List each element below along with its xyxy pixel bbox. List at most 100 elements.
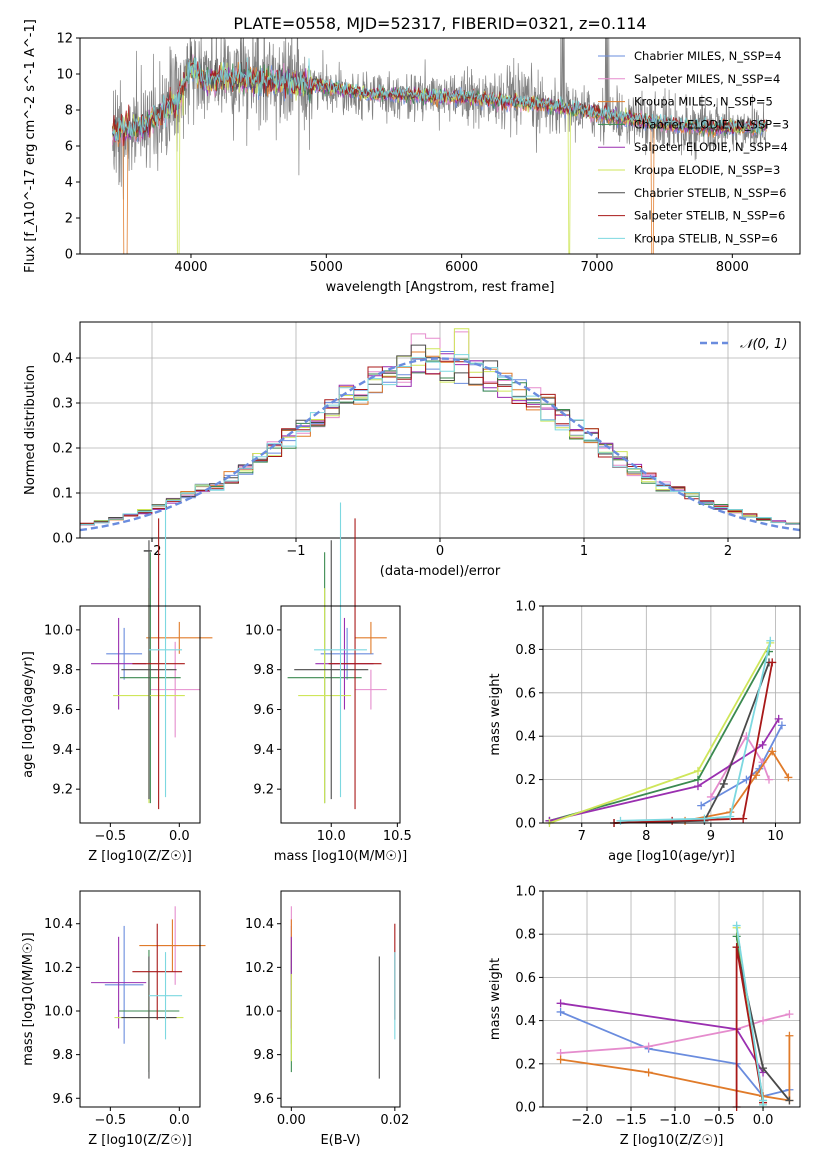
legend-label: Salpeter MILES, N_SSP=4	[634, 72, 780, 86]
mass_vs_z-ytick-label: 10.4	[44, 917, 73, 932]
weight_vs_age-axes: 7 8 9 10 0.0 0.2 0.4 0.6 0.8 1.0 age [log10(age/yr…	[488, 600, 801, 864]
weight_vs_z-ytick-label: 0.4	[515, 1014, 536, 1029]
mass_vs_z-ytick-label: 9.6	[52, 1092, 73, 1107]
weight_vs_age-ytick-label: 0.0	[515, 817, 536, 832]
age_vs_z-ytick-label: 9.8	[52, 663, 73, 678]
age_vs_mass-ytick-label: 10.0	[245, 623, 274, 638]
mass_vs_ebv-xtick-label: 0.00	[277, 1113, 306, 1128]
spectrum-xtick-label: 6000	[445, 260, 478, 275]
age_vs_mass-xtick-label: 10.5	[383, 829, 412, 844]
weight-marker	[732, 921, 741, 930]
weight-line	[560, 1002, 764, 1073]
weight_vs_age-grid	[543, 605, 800, 824]
residuals-ytick-label: 0.4	[52, 352, 73, 367]
age_vs_z-axes: −0.5 0.0 9.2 9.4 9.6 9.8 10.0 Z [log10(Z/Z☉)] ag…	[21, 605, 201, 864]
spectrum-xtick-label: 8000	[716, 260, 749, 275]
mass_vs_ebv-ytick-label: 10.4	[245, 917, 274, 932]
spectrum-xlabel: wavelength [Angstrom, rest frame]	[326, 280, 555, 295]
legend-label: Chabrier ELODIE, N_SSP=3	[634, 117, 789, 131]
weight_vs_age-ytick-label: 1.0	[515, 600, 536, 615]
age_vs_z-ytick-label: 9.6	[52, 703, 73, 718]
weight-marker	[739, 814, 748, 823]
legend-label: Chabrier MILES, N_SSP=4	[634, 49, 781, 63]
spectrum-plot: 4000 5000 6000 7000 8000 0 2 4 6 8 10 12 wavelength …	[23, 19, 801, 295]
age-vs-metallicity-plot: −0.5 0.0 9.2 9.4 9.6 9.8 10.0 Z [log10(Z/Z☉)] ag…	[21, 502, 213, 864]
residual-legend: 𝒩(0, 1)	[700, 337, 787, 352]
weight-marker	[768, 658, 777, 667]
weight_vs_age-ytick-label: 0.6	[515, 686, 536, 701]
mass_vs_ebv-xlabel: E(B-V)	[320, 1133, 360, 1148]
mass_vs_ebv-frame	[280, 890, 401, 1108]
weight-line	[700, 724, 783, 807]
weight-marker	[759, 1064, 768, 1073]
weight_vs_z-ytick-label: 0.0	[515, 1101, 536, 1116]
weight-marker	[758, 740, 767, 749]
weight_vs_age-ytick-label: 0.8	[515, 643, 536, 658]
weight-marker	[644, 1042, 653, 1051]
age_vs_z-ylabel: age [log10(age/yr)]	[21, 651, 36, 778]
weight-marker	[768, 747, 777, 756]
spectrum-data	[112, 38, 767, 254]
residuals-ytick-label: 0.0	[52, 532, 73, 547]
weight-marker	[759, 1016, 768, 1025]
weight-marker	[752, 771, 761, 780]
weight_vs_age-data	[545, 636, 793, 827]
age_vs_z-xtick-label: −0.5	[95, 829, 127, 844]
weight-marker	[785, 1010, 794, 1019]
weight-marker	[693, 782, 702, 791]
residual-histogram-step	[79, 354, 800, 538]
mass-vs-reddening-plot: 0.00 0.02 9.6 9.8 10.0 10.2 10.4 E(B-V)	[245, 890, 409, 1148]
residuals-xtick-label: 1	[580, 544, 588, 559]
spectrum-lines	[112, 38, 767, 254]
age_vs_z-ytick-label: 9.4	[52, 743, 73, 758]
weight-line	[549, 718, 780, 822]
weight-marker	[556, 1055, 565, 1064]
spectrum-ytick-label: 10	[56, 68, 73, 83]
mass_vs_ebv-ytick-label: 10.0	[245, 1005, 274, 1020]
weight_vs_age-frame	[542, 605, 801, 824]
residuals-ytick-label: 0.1	[52, 487, 73, 502]
weight-marker	[668, 816, 677, 825]
residuals-xtick-label: 2	[724, 544, 732, 559]
weight_vs_z-grid	[543, 890, 800, 1108]
weight-line	[613, 662, 774, 824]
weight_vs_age-xtick-label: 8	[642, 829, 650, 844]
legend-label: Chabrier STELIB, N_SSP=6	[634, 186, 786, 200]
mass_vs_ebv-ytick-label: 9.6	[253, 1092, 274, 1107]
legend-label: Kroupa MILES, N_SSP=5	[634, 95, 773, 109]
spectrum-ytick-label: 4	[65, 176, 73, 191]
weight-marker	[777, 721, 786, 730]
residuals-ylabel: Normed distribution	[23, 365, 38, 495]
weight_vs_z-ytick-label: 0.6	[515, 971, 536, 986]
spectrum-xtick-label: 5000	[310, 260, 343, 275]
legend-label: 𝒩(0, 1)	[740, 337, 787, 352]
residuals-axes: −2 −1 0 1 2 0.0 0.1 0.2 0.3 0.4 (data-model)/error…	[23, 321, 801, 579]
residuals-ytick-label: 0.2	[52, 442, 73, 457]
age_vs_z-ytick-label: 9.2	[52, 783, 73, 798]
weight_vs_age-xtick-label: 10	[767, 829, 784, 844]
mass_vs_z-axes: −0.5 0.0 9.6 9.8 10.0 10.2 10.4 Z [log10(Z/Z☉)]…	[21, 890, 201, 1148]
weight-marker	[774, 714, 783, 723]
age_vs_mass-ytick-label: 9.8	[253, 663, 274, 678]
age_vs_mass-xtick-label: 10.0	[317, 829, 346, 844]
mass_vs_ebv-ytick-label: 10.2	[245, 961, 274, 976]
residuals-ytick-label: 0.3	[52, 397, 73, 412]
spectrum-ytick-label: 8	[65, 104, 73, 119]
legend-label: Kroupa ELODIE, N_SSP=3	[634, 163, 780, 177]
weight_vs_z-xtick-label: −1.5	[615, 1113, 647, 1128]
weight-marker	[556, 1007, 565, 1016]
weight_vs_z-xlabel: Z [log10(Z/Z☉)]	[620, 1133, 724, 1148]
age_vs_z-ytick-label: 10.0	[44, 623, 73, 638]
mass_vs_ebv-axes: 0.00 0.02 9.6 9.8 10.0 10.2 10.4 E(B-V)	[245, 890, 409, 1148]
weight-marker	[706, 792, 715, 801]
residuals-xtick-label: −2	[142, 544, 161, 559]
spectrum-xtick-label: 7000	[580, 260, 613, 275]
age-vs-mass-plot: 10.0 10.5 9.2 9.4 9.6 9.8 10.0 mass [log10(M/M☉…	[245, 502, 412, 864]
mass_vs_z-ylabel: mass [log10(M/M☉)]	[21, 932, 36, 1065]
age_vs_z-frame	[79, 605, 201, 824]
weight-marker	[700, 814, 709, 823]
weight_vs_age-xtick-label: 9	[707, 829, 715, 844]
weight_vs_z-ylabel: mass weight	[488, 958, 503, 1040]
spectrum-ytick-label: 2	[65, 212, 73, 227]
